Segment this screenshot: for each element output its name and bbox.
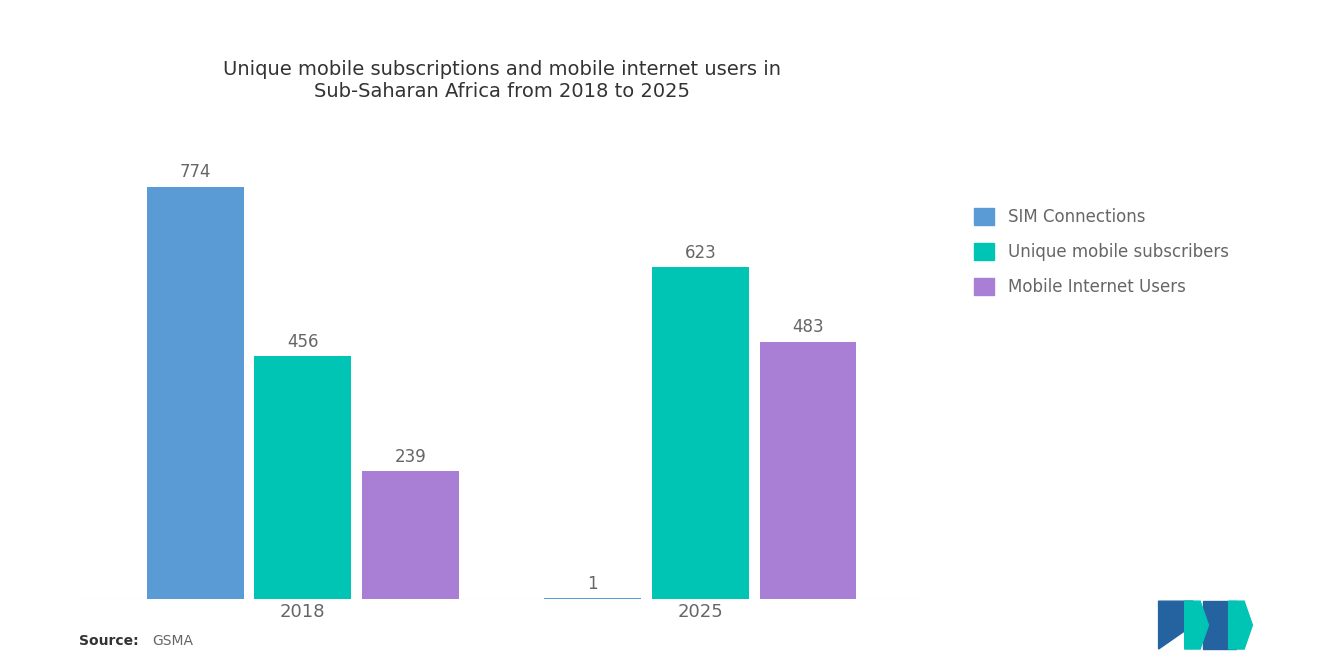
Text: 483: 483 [792,319,824,336]
Text: 774: 774 [180,164,211,182]
Text: 239: 239 [395,448,426,466]
Bar [255,356,351,598]
Text: 1: 1 [587,575,598,593]
Bar [759,342,857,598]
Text: Unique mobile subscriptions and mobile internet users in
Sub-Saharan Africa from: Unique mobile subscriptions and mobile i… [223,60,780,101]
Bar [362,471,459,598]
Text: GSMA: GSMA [152,634,193,648]
Text: Source:: Source: [79,634,139,648]
Bar [652,267,748,598]
Legend: SIM Connections, Unique mobile subscribers, Mobile Internet Users: SIM Connections, Unique mobile subscribe… [966,200,1237,305]
Polygon shape [1203,601,1236,649]
Text: 623: 623 [685,244,717,262]
Polygon shape [1229,601,1253,649]
Polygon shape [1185,601,1209,649]
Bar [147,187,244,598]
Text: 456: 456 [286,332,318,350]
Polygon shape [1159,601,1193,649]
